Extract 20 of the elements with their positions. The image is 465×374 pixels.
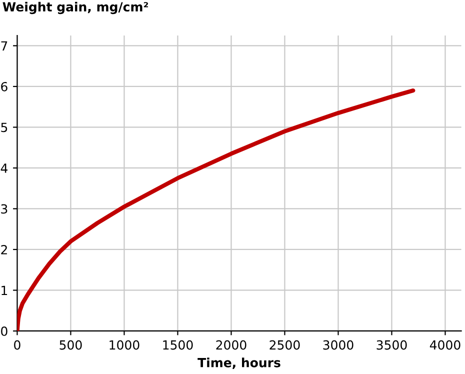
y-tick-label: 7 — [1, 41, 8, 50]
y-axis-title: Weight gain, mg/cm² — [2, 2, 148, 14]
x-tick-label: 2500 — [270, 340, 300, 350]
x-tick-label: 0 — [14, 340, 20, 350]
x-tick-label: 500 — [60, 340, 82, 350]
x-tick-label: 3000 — [323, 340, 354, 350]
y-tick-label: 2 — [1, 244, 7, 254]
line-series — [17, 88, 416, 331]
y-tick-label: 6 — [1, 82, 8, 92]
x-tick-label: 3500 — [376, 340, 407, 350]
x-tick-label: 1000 — [110, 340, 140, 350]
x-tick-label: 1500 — [163, 340, 193, 350]
x-tick-label: 4000 — [430, 340, 460, 350]
x-axis-title: Time, hours — [198, 358, 280, 369]
y-tick-label: 3 — [1, 204, 8, 214]
y-tick-label: 1 — [2, 286, 8, 295]
x-tick-label: 2000 — [216, 340, 246, 350]
y-tick-label: 5 — [1, 122, 8, 132]
y-tick-label: 4 — [0, 164, 8, 173]
y-tick-label: 0 — [1, 326, 8, 336]
